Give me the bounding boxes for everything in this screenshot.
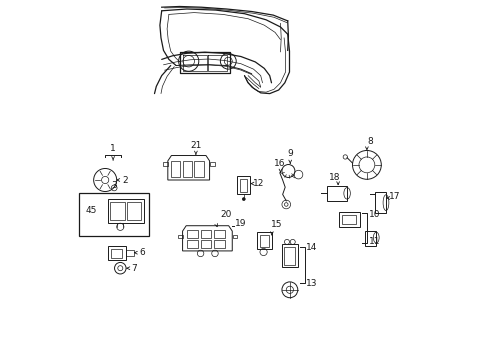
Bar	[186, 240, 197, 248]
Bar	[111, 249, 122, 258]
Text: 7: 7	[131, 264, 137, 273]
Text: 17: 17	[387, 192, 399, 201]
Bar	[210, 162, 214, 166]
Bar	[125, 250, 133, 256]
Text: 21: 21	[190, 141, 201, 150]
Bar	[282, 244, 297, 267]
Bar	[182, 161, 192, 177]
Bar	[170, 161, 180, 177]
Bar	[237, 176, 250, 194]
Text: 20: 20	[220, 210, 231, 219]
Text: 16: 16	[274, 159, 285, 168]
Bar	[79, 193, 149, 236]
Bar	[214, 240, 224, 248]
Text: 18: 18	[328, 173, 340, 182]
Text: 13: 13	[306, 279, 317, 288]
Bar	[163, 162, 167, 166]
Bar	[178, 235, 182, 238]
Bar	[374, 192, 385, 213]
Bar	[110, 202, 124, 220]
Text: 1: 1	[110, 144, 116, 153]
Bar	[257, 232, 271, 249]
Bar	[232, 235, 237, 238]
Bar	[214, 230, 224, 238]
Text: 11: 11	[368, 238, 380, 247]
Bar	[200, 240, 211, 248]
Bar	[186, 230, 197, 238]
Text: 15: 15	[270, 220, 282, 229]
Text: 19: 19	[234, 219, 246, 228]
Bar	[284, 247, 295, 265]
Text: 9: 9	[287, 149, 292, 158]
Bar	[200, 230, 211, 238]
Text: 6: 6	[139, 248, 144, 257]
Text: 2: 2	[122, 176, 127, 185]
Bar	[341, 215, 355, 224]
Text: 12: 12	[252, 179, 264, 188]
Bar	[338, 212, 359, 227]
Text: 14: 14	[306, 243, 317, 252]
Text: 45: 45	[85, 206, 97, 215]
Bar	[240, 179, 247, 192]
Bar	[126, 202, 141, 220]
Bar	[365, 231, 375, 246]
Text: 3: 3	[111, 181, 117, 190]
Bar	[108, 246, 125, 260]
Bar	[326, 186, 346, 201]
Bar	[107, 199, 143, 223]
Text: 10: 10	[368, 210, 380, 219]
Bar	[260, 235, 268, 247]
Circle shape	[242, 198, 244, 201]
Text: 8: 8	[367, 137, 373, 146]
Bar	[194, 161, 203, 177]
